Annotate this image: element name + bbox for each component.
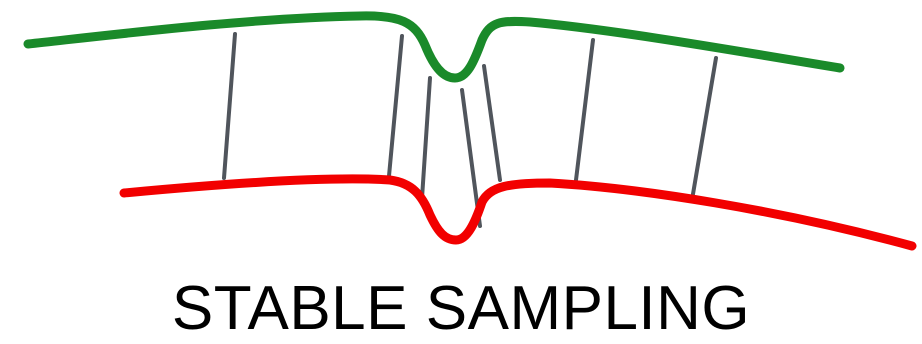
connector-line <box>691 56 718 196</box>
connector-lines <box>222 32 718 228</box>
connector-line <box>222 32 237 180</box>
connector-line <box>420 76 432 200</box>
connector-line <box>574 38 595 182</box>
upper-curve-green <box>23 11 845 83</box>
lower-curve-red <box>119 174 917 251</box>
connector-line <box>482 64 502 182</box>
caption-title: STABLE SAMPLING <box>171 274 751 343</box>
connector-line <box>387 34 404 178</box>
